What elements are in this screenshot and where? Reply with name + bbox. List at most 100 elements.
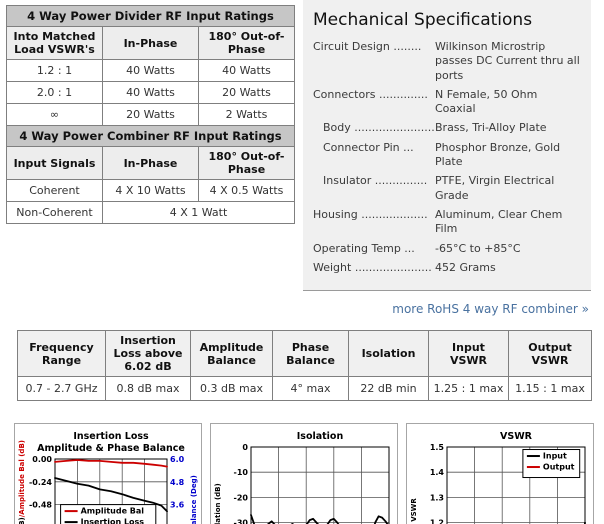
table-row: 4 Way Power Divider RF Input Ratings [6, 5, 295, 27]
svg-text:Output: Output [543, 463, 575, 472]
spec-row-body: Body ....................... Brass, Tri-… [313, 121, 581, 135]
cell-inphase: 40 Watts [102, 59, 199, 82]
column-header-insertion-loss: Insertion Loss above 6.02 dB [105, 330, 191, 378]
column-header-phase-balance: Phase Balance [272, 330, 349, 378]
svg-text:Insertion Loss: Insertion Loss [81, 518, 145, 524]
column-header-isolation: Isolation [348, 330, 429, 378]
spec-value: N Female, 50 Ohm Coaxial [435, 87, 538, 116]
table-row: Non-Coherent 4 X 1 Watt [6, 201, 295, 224]
svg-text:6.0: 6.0 [170, 455, 185, 464]
spec-label: Insulator ............... [323, 174, 428, 188]
spec-row-operating-temp: Operating Temp ... -65°C to +85°C [313, 242, 581, 256]
svg-text:Phase Balance (Deg): Phase Balance (Deg) [190, 475, 198, 524]
cell-merged-watts: 4 X 1 Watt [102, 201, 295, 224]
table-row: ∞ 20 Watts 2 Watts [6, 103, 295, 126]
spec-row-insulator: Insulator ............... PTFE, Virgin E… [313, 174, 581, 203]
cell-vswr-infinity: ∞ [6, 103, 103, 126]
table-row: Frequency Range Insertion Loss above 6.0… [17, 330, 592, 378]
charts-row: Insertion Loss Amplitude & Phase Balance 0… [14, 423, 594, 524]
column-header: 180° Out-of-Phase [198, 146, 295, 180]
spec-label: Connectors .............. [313, 87, 428, 101]
svg-text:-0.24: -0.24 [29, 478, 52, 487]
spec-row-circuit-design: Circuit Design ........ Wilkinson Micros… [313, 40, 581, 83]
vswr-chart: VSWR1.51.41.31.21.11.00.71.11.51.92.32.7… [406, 423, 594, 524]
spec-row-housing: Housing ................... Aluminum, Cl… [313, 208, 581, 237]
svg-text:-20: -20 [234, 494, 249, 503]
column-header: Into Matched Load VSWR's [6, 26, 103, 60]
cell-vswr: 2.0 : 1 [6, 81, 103, 104]
spec-value: Phosphor Bronze, Gold Plate [435, 140, 561, 169]
value-output-vswr: 1.15 : 1 max [508, 376, 592, 402]
svg-text:Isolation: Isolation [297, 431, 344, 442]
spec-label: Weight ...................... [313, 260, 432, 274]
table-row: 4 Way Power Combiner RF Input Ratings [6, 125, 295, 147]
more-link-row: more RoHS 4 way RF combiner » [303, 298, 589, 317]
table-row: Coherent 4 X 10 Watts 4 X 0.5 Watts [6, 179, 295, 202]
spec-value: Wilkinson Microstrip passes DC Current t… [435, 40, 580, 82]
svg-text:Insertion Loss: Insertion Loss [73, 431, 149, 442]
svg-text:VSWR: VSWR [410, 498, 418, 522]
spec-value: 452 Grams [435, 260, 496, 274]
mechanical-specs-section: Mechanical Specifications Circuit Design… [303, 0, 591, 317]
spec-value: Brass, Tri-Alloy Plate [435, 121, 547, 135]
column-header: Input Signals [6, 146, 103, 180]
column-header-input-vswr: Input VSWR [428, 330, 509, 378]
table-row: Into Matched Load VSWR's In-Phase 180° O… [6, 26, 295, 60]
cell-outphase: 4 X 0.5 Watts [198, 179, 295, 202]
value-amplitude-balance: 0.3 dB max [190, 376, 273, 402]
svg-text:-10: -10 [234, 468, 249, 477]
divider-ratings-table: 4 Way Power Divider RF Input Ratings Int… [6, 5, 295, 224]
svg-text:1.2: 1.2 [430, 519, 444, 524]
svg-text:VSWR: VSWR [500, 431, 533, 442]
svg-text:Insertion Loss (dB)/Amplitude: Insertion Loss (dB)/Amplitude Bal (dB) [18, 440, 26, 524]
cell-outphase: 20 Watts [198, 81, 295, 104]
svg-text:Input: Input [543, 452, 567, 461]
cell-outphase: 2 Watts [198, 103, 295, 126]
table-row: 0.7 - 2.7 GHz 0.8 dB max 0.3 dB max 4° m… [17, 376, 592, 402]
cell-inphase: 4 X 10 Watts [102, 179, 199, 202]
cell-inphase: 20 Watts [102, 103, 199, 126]
value-insertion-loss: 0.8 dB max [105, 376, 191, 402]
electrical-specs-table: Frequency Range Insertion Loss above 6.0… [17, 330, 592, 402]
rf-input-ratings-tables: 4 Way Power Divider RF Input Ratings Int… [6, 5, 295, 224]
svg-text:Isolation (dB): Isolation (dB) [214, 483, 222, 524]
mechanical-specs-panel: Mechanical Specifications Circuit Design… [303, 0, 591, 292]
spec-value: -65°C to +85°C [435, 241, 521, 255]
spec-label: Operating Temp ... [313, 241, 415, 255]
column-header: 180° Out-of-Phase [198, 26, 295, 60]
column-header-output-vswr: Output VSWR [508, 330, 592, 378]
more-rohs-combiner-link[interactable]: more RoHS 4 way RF combiner » [392, 302, 589, 317]
column-header-amplitude-balance: Amplitude Balance [190, 330, 273, 378]
column-header-frequency-range: Frequency Range [17, 330, 106, 378]
top-section: 4 Way Power Divider RF Input Ratings Int… [6, 0, 591, 317]
column-header: In-Phase [102, 26, 199, 60]
column-header: In-Phase [102, 146, 199, 180]
svg-text:4.8: 4.8 [170, 478, 185, 487]
value-input-vswr: 1.25 : 1 max [428, 376, 509, 402]
spec-label: Housing ................... [313, 207, 428, 221]
table-row: 1.2 : 1 40 Watts 40 Watts [6, 59, 295, 82]
spec-value: PTFE, Virgin Electrical Grade [435, 174, 555, 202]
cell-vswr: 1.2 : 1 [6, 59, 103, 82]
value-frequency-range: 0.7 - 2.7 GHz [17, 376, 106, 402]
spec-row-connector-pin: Connector Pin ... Phosphor Bronze, Gold … [313, 141, 581, 170]
svg-text:-0.48: -0.48 [29, 501, 52, 510]
svg-text:1.5: 1.5 [430, 443, 445, 452]
mechanical-specs-title: Mechanical Specifications [313, 10, 533, 30]
spec-value: Aluminum, Clear Chem Film [435, 207, 563, 236]
svg-text:1.3: 1.3 [430, 494, 444, 503]
divider-table-title: 4 Way Power Divider RF Input Ratings [6, 5, 295, 27]
value-phase-balance: 4° max [272, 376, 349, 402]
cell-signal-type: Coherent [6, 179, 103, 202]
spec-row-weight: Weight ...................... 452 Grams [313, 261, 581, 275]
svg-text:Amplitude & Phase Balance: Amplitude & Phase Balance [37, 443, 185, 454]
value-isolation: 22 dB min [348, 376, 429, 402]
spec-label: Body ....................... [323, 121, 435, 135]
svg-text:0: 0 [242, 443, 248, 452]
cell-signal-type: Non-Coherent [6, 201, 103, 224]
spec-row-connectors: Connectors .............. N Female, 50 O… [313, 88, 581, 117]
svg-text:-30: -30 [234, 519, 249, 524]
cell-outphase: 40 Watts [198, 59, 295, 82]
isolation-chart: Isolation0-10-20-30-40-500.71.11.51.92.3… [210, 423, 398, 524]
insertion-loss-amplitude-phase-chart: Insertion Loss Amplitude & Phase Balance 0… [14, 423, 202, 524]
